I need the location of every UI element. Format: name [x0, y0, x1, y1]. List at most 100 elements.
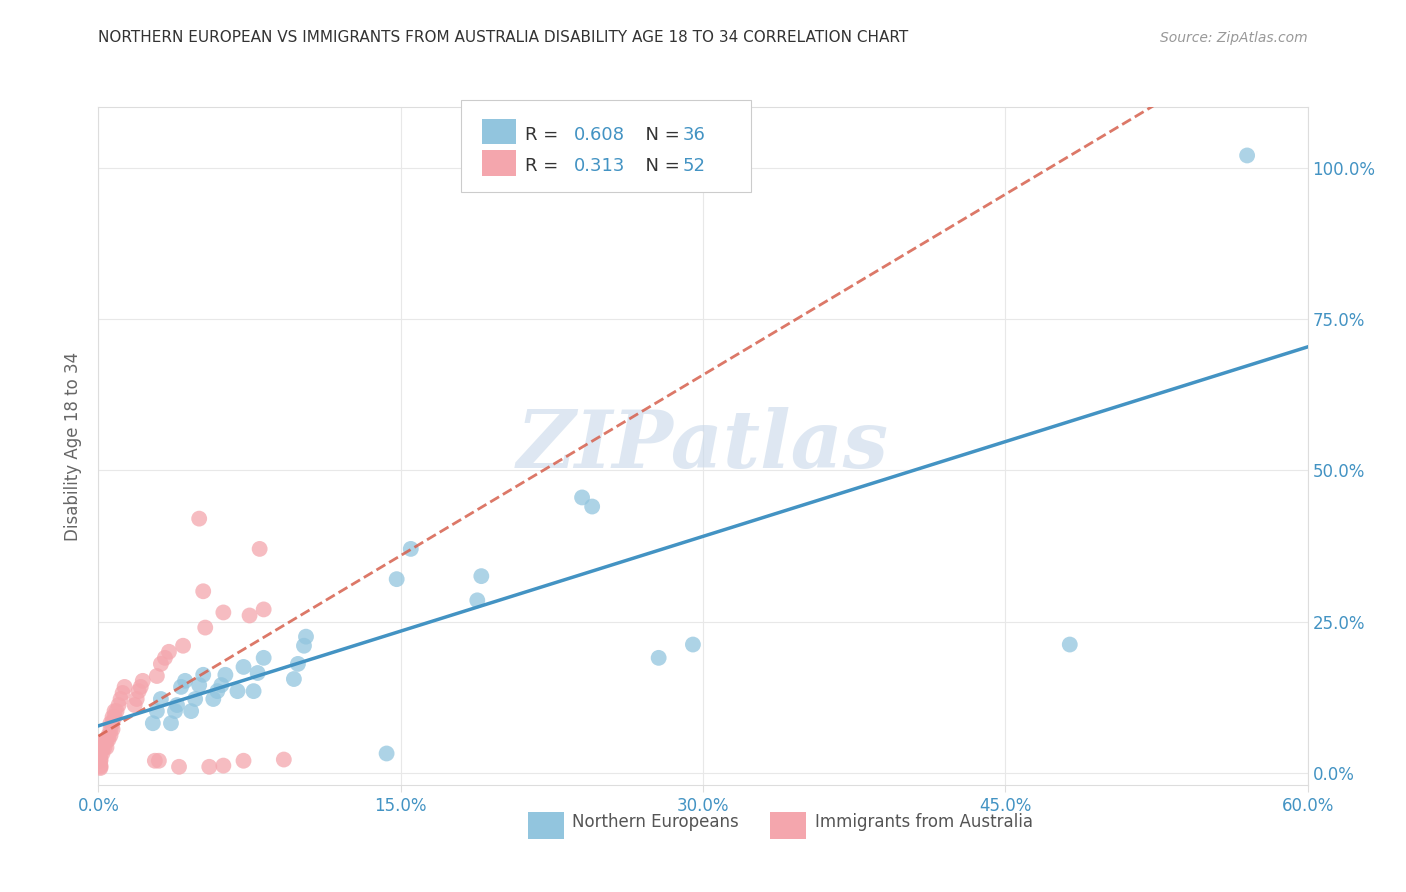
Point — [287, 657, 309, 671]
Text: Northern Europeans: Northern Europeans — [572, 814, 740, 831]
Point — [194, 621, 217, 635]
Point — [125, 692, 148, 706]
Point — [249, 541, 271, 556]
Point — [172, 639, 194, 653]
Text: N =: N = — [634, 156, 686, 175]
Point — [399, 541, 422, 556]
Point — [101, 723, 124, 737]
Point — [89, 761, 111, 775]
Point — [253, 651, 276, 665]
Point — [97, 732, 120, 747]
Text: 0.608: 0.608 — [574, 126, 624, 144]
Point — [89, 760, 111, 774]
Point — [375, 747, 398, 761]
Point — [239, 608, 262, 623]
Point — [89, 758, 111, 772]
Point — [246, 665, 269, 680]
Point — [253, 602, 276, 616]
Point — [214, 667, 236, 681]
Text: ZIPatlas: ZIPatlas — [517, 408, 889, 484]
Text: R =: R = — [526, 156, 564, 175]
Point — [96, 734, 118, 748]
Point — [465, 593, 488, 607]
Point — [93, 734, 115, 748]
FancyBboxPatch shape — [482, 151, 516, 177]
Point — [100, 716, 122, 731]
Point — [242, 684, 264, 698]
Text: R =: R = — [526, 126, 564, 144]
FancyBboxPatch shape — [527, 812, 564, 839]
Point — [143, 754, 166, 768]
Point — [166, 698, 188, 712]
Point — [682, 638, 704, 652]
Point — [273, 753, 295, 767]
Point — [89, 747, 111, 762]
Point — [157, 645, 180, 659]
Text: 0.313: 0.313 — [574, 156, 626, 175]
Point — [202, 692, 225, 706]
FancyBboxPatch shape — [461, 100, 751, 192]
Point — [110, 692, 132, 706]
Text: Immigrants from Australia: Immigrants from Australia — [815, 814, 1033, 831]
Point — [91, 734, 114, 748]
Point — [101, 710, 124, 724]
Point — [100, 723, 122, 737]
Point — [96, 740, 118, 755]
Point — [111, 686, 134, 700]
Point — [170, 680, 193, 694]
Point — [207, 684, 229, 698]
Point — [212, 606, 235, 620]
Point — [174, 673, 197, 688]
Point — [103, 704, 125, 718]
Point — [283, 672, 305, 686]
Text: NORTHERN EUROPEAN VS IMMIGRANTS FROM AUSTRALIA DISABILITY AGE 18 TO 34 CORRELATI: NORTHERN EUROPEAN VS IMMIGRANTS FROM AUS… — [98, 29, 908, 45]
Point — [470, 569, 492, 583]
FancyBboxPatch shape — [482, 119, 516, 145]
Point — [100, 728, 122, 742]
Point — [93, 740, 115, 755]
Point — [188, 678, 211, 692]
Point — [1236, 148, 1258, 162]
Point — [226, 684, 249, 698]
Point — [160, 716, 183, 731]
Point — [581, 500, 603, 514]
Point — [146, 704, 169, 718]
Point — [209, 678, 232, 692]
Point — [105, 704, 128, 718]
Point — [89, 754, 111, 768]
Point — [153, 651, 176, 665]
Point — [232, 754, 254, 768]
Point — [142, 716, 165, 731]
Point — [193, 667, 215, 681]
Point — [129, 680, 152, 694]
Point — [103, 710, 125, 724]
Point — [212, 758, 235, 772]
Point — [149, 657, 172, 671]
Point — [180, 704, 202, 718]
Point — [91, 747, 114, 761]
Point — [1059, 638, 1081, 652]
Point — [132, 673, 155, 688]
Point — [198, 760, 221, 774]
Point — [149, 692, 172, 706]
Point — [124, 698, 146, 712]
Point — [89, 753, 111, 767]
Text: 52: 52 — [682, 156, 706, 175]
Point — [128, 684, 150, 698]
Point — [571, 491, 593, 505]
Point — [97, 728, 120, 742]
Point — [107, 698, 129, 712]
Text: Source: ZipAtlas.com: Source: ZipAtlas.com — [1160, 30, 1308, 45]
Point — [114, 680, 136, 694]
Point — [167, 760, 190, 774]
Point — [101, 716, 124, 731]
Text: 36: 36 — [682, 126, 706, 144]
Point — [232, 660, 254, 674]
Point — [295, 630, 318, 644]
Point — [148, 754, 170, 768]
Point — [292, 639, 315, 653]
Point — [193, 584, 215, 599]
Point — [146, 669, 169, 683]
Point — [385, 572, 408, 586]
FancyBboxPatch shape — [769, 812, 806, 839]
